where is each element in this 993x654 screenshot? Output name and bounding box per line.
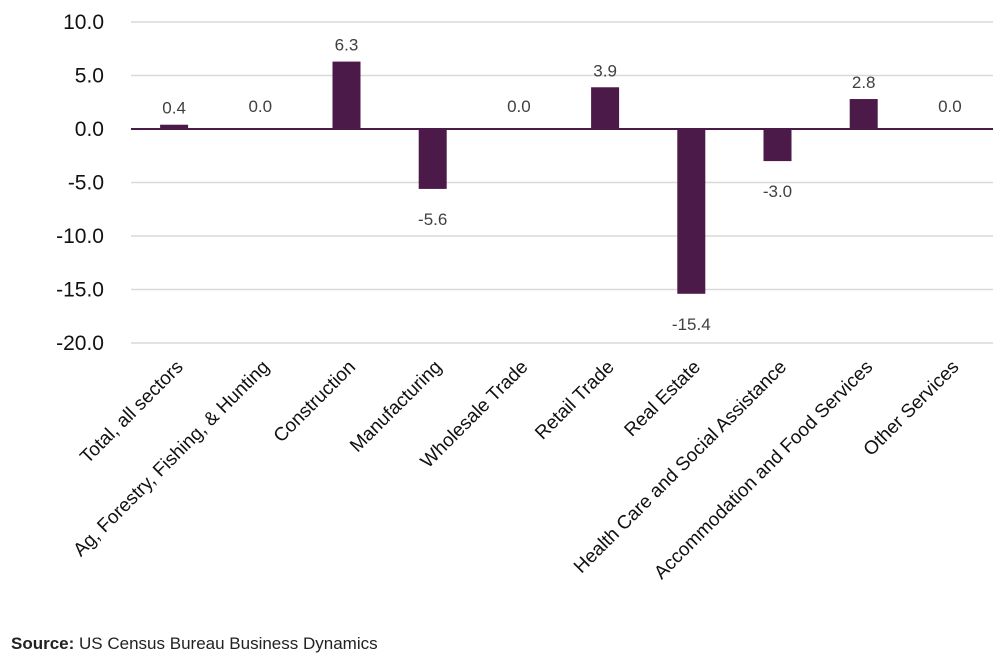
bar [332,61,361,130]
bar [677,129,706,294]
bars [160,61,878,294]
y-axis-tick-labels: 10.0 5.0 0.0 -5.0 -10.0 -15.0 -20.0 [56,11,104,355]
bar [763,129,792,162]
source-note: Source: US Census Bureau Business Dynami… [11,634,378,654]
y-tick-label: -5.0 [68,172,104,195]
data-label: 6.3 [335,36,359,55]
bar [849,99,878,129]
data-label: -5.6 [418,210,447,229]
bar [160,124,189,129]
gridlines [131,21,993,344]
data-label: -3.0 [763,182,792,201]
y-tick-label: -20.0 [56,332,104,355]
data-label: 0.4 [162,99,186,118]
source-text: US Census Bureau Business Dynamics [79,634,378,653]
data-label: 0.0 [938,97,962,116]
data-label: 0.0 [507,97,531,116]
x-tick-label: Real Estate [621,357,705,441]
x-tick-label: Retail Trade [531,357,618,444]
y-tick-label: -15.0 [56,279,104,302]
y-tick-label: -10.0 [56,225,104,248]
y-tick-label: 5.0 [75,65,104,88]
source-label: Source: [11,634,75,653]
data-label: 0.0 [248,97,272,116]
bar [418,129,447,189]
data-label: 3.9 [593,61,617,80]
data-label: -15.4 [672,315,711,334]
x-tick-label: Construction [270,357,360,447]
y-tick-label: 10.0 [63,11,104,34]
bar [591,87,620,129]
data-label: 2.8 [852,73,876,92]
data-labels: 0.4 0.0 6.3 -5.6 0.0 3.9 -15.4 -3.0 2.8 0.0 [162,36,961,334]
y-tick-label: 0.0 [75,118,104,141]
